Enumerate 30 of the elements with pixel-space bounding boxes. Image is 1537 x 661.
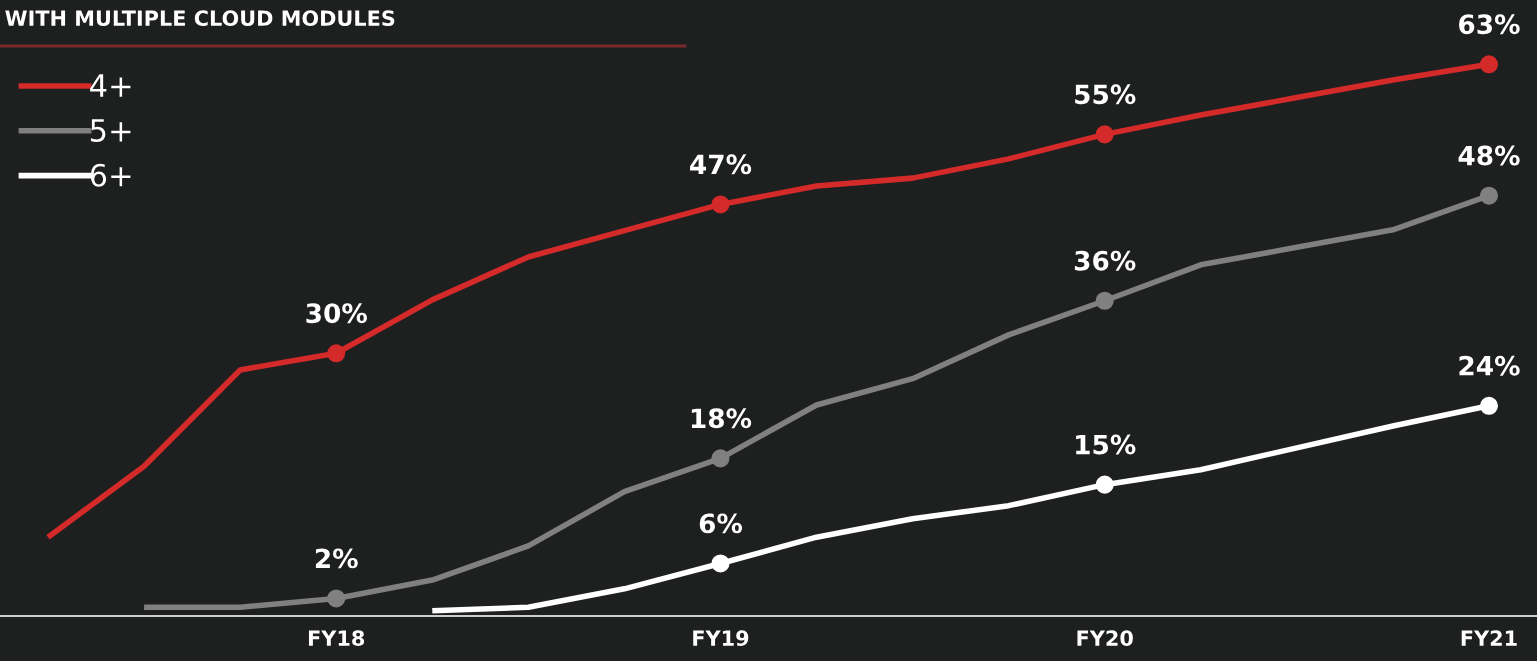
legend-label: 4+ <box>90 74 131 97</box>
data-label: 36% <box>1074 250 1136 271</box>
chart-title: WITH MULTIPLE CLOUD MODULES <box>5 10 395 27</box>
data-label: 6% <box>699 513 743 534</box>
data-label: 2% <box>315 548 358 569</box>
point <box>711 195 730 214</box>
point <box>1479 186 1499 205</box>
data-label: 30% <box>306 303 367 324</box>
point <box>711 554 730 573</box>
legend-label: 5+ <box>90 119 131 142</box>
data-label: 47% <box>690 154 752 175</box>
data-label: 55% <box>1075 84 1136 105</box>
data-label: 63% <box>1459 14 1520 35</box>
x-tick-label: FY21 <box>1461 630 1517 646</box>
x-tick-label: FY19 <box>693 630 749 647</box>
point <box>1095 125 1114 144</box>
point <box>1479 55 1499 74</box>
x-tick-label: FY20 <box>1077 630 1133 647</box>
point <box>711 449 730 468</box>
data-label: 18% <box>691 408 752 429</box>
point <box>327 589 346 608</box>
data-label: 24% <box>1459 355 1520 376</box>
point <box>1095 291 1114 310</box>
point <box>1095 475 1114 494</box>
point <box>1479 396 1499 415</box>
point <box>327 344 346 363</box>
data-label: 15% <box>1076 434 1136 455</box>
data-label: 48% <box>1458 145 1520 166</box>
x-tick-label: FY18 <box>308 630 365 647</box>
legend-label: 6+ <box>90 163 131 187</box>
